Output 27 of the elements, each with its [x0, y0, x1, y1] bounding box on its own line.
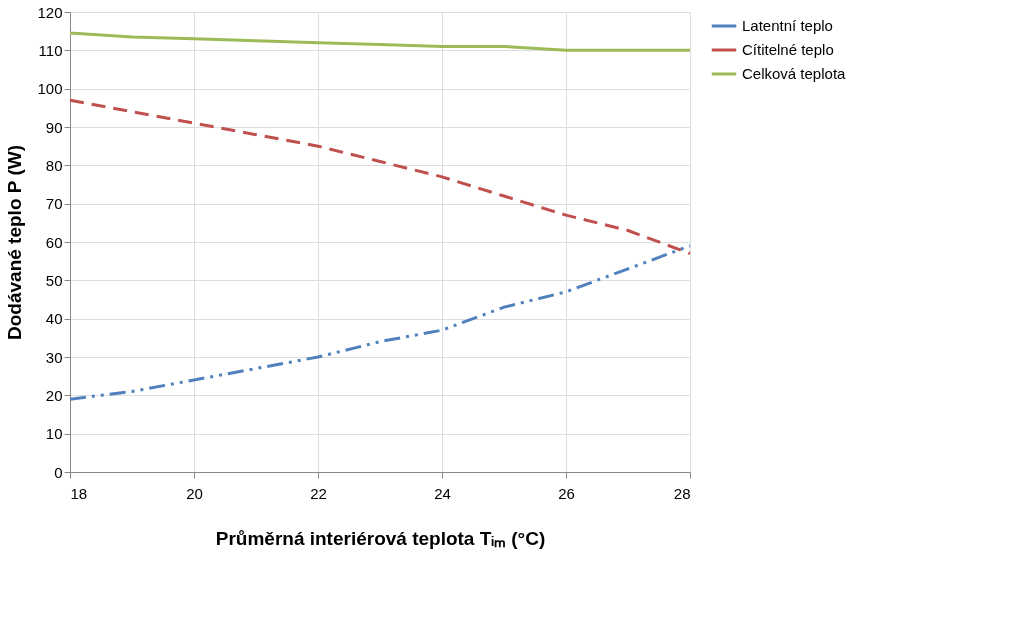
y-tick-label: 20	[45, 386, 63, 404]
y-tick-label: 110	[38, 41, 63, 59]
y-tick-label: 70	[45, 195, 63, 213]
y-tick-label: 80	[45, 156, 63, 174]
y-tick-label: 40	[45, 310, 63, 328]
x-tick-label: 20	[186, 484, 203, 502]
y-axis-title: Dodávané teplo P (W)	[4, 145, 26, 340]
y-tick-label: 50	[45, 271, 63, 289]
line-series	[68, 98, 692, 255]
y-tick-label: 120	[37, 3, 63, 21]
x-tick-label: 28	[673, 484, 691, 502]
x-tick-label: 26	[558, 484, 575, 502]
y-tick-label: 100	[37, 80, 63, 98]
x-tick-label: 18	[70, 484, 88, 502]
x-tick-label: 24	[434, 484, 451, 502]
line-series	[68, 31, 692, 52]
y-tick-label: 0	[54, 463, 63, 481]
y-tick-label: 60	[45, 233, 63, 251]
legend-label: Latentní teplo	[742, 17, 833, 34]
y-tick-label: 10	[45, 425, 63, 443]
x-axis-title: Průměrná interiérová teplota Tᵢₘ (°C)	[215, 527, 546, 549]
line-series	[68, 244, 692, 401]
y-tick-label: 90	[45, 118, 63, 136]
legend-label: Cítitelné teplo	[742, 41, 834, 58]
legend-label: Celková teplota	[742, 65, 847, 82]
y-tick-label: 30	[45, 348, 63, 366]
x-tick-label: 22	[310, 484, 327, 502]
